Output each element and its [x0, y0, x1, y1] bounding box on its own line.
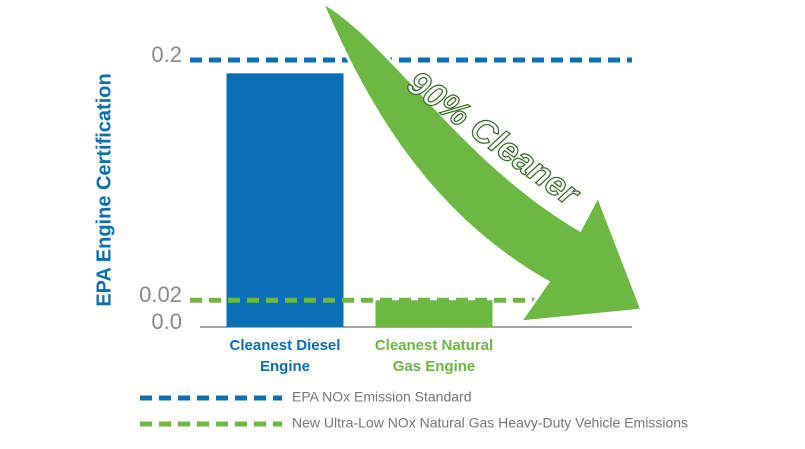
x-tick-label: Cleanest Natural Gas Engine — [374, 337, 494, 375]
bar — [375, 300, 493, 327]
y-tick-label: 0.0 — [151, 309, 182, 334]
bar — [226, 73, 344, 327]
y-axis-title: EPA Engine Certification — [93, 73, 115, 306]
y-tick-label: 0.02 — [139, 282, 182, 307]
legend-label: New Ultra-Low NOx Natural Gas Heavy-Duty… — [292, 415, 688, 431]
arrow — [319, 0, 645, 324]
legend-label: EPA NOx Emission Standard — [292, 389, 471, 405]
y-tick-label: 0.2 — [151, 42, 182, 67]
x-tick-label: Cleanest Diesel Engine — [229, 337, 341, 375]
